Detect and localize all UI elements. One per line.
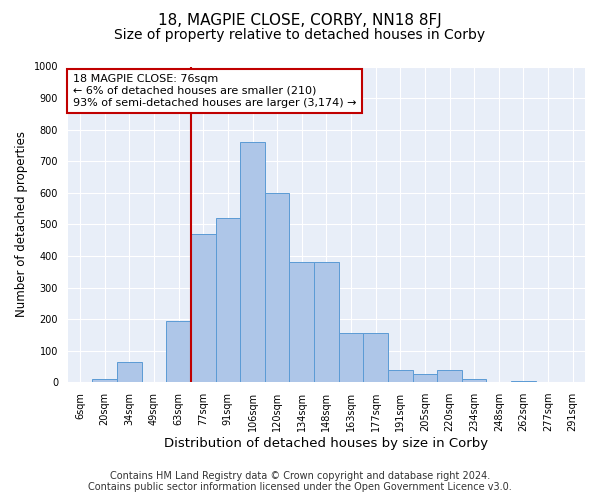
Text: Size of property relative to detached houses in Corby: Size of property relative to detached ho… <box>115 28 485 42</box>
Bar <box>166 320 191 382</box>
Bar <box>462 379 487 382</box>
X-axis label: Distribution of detached houses by size in Corby: Distribution of detached houses by size … <box>164 437 488 450</box>
Bar <box>240 142 265 382</box>
Bar <box>289 262 314 382</box>
Bar <box>215 218 240 382</box>
Text: Contains HM Land Registry data © Crown copyright and database right 2024.
Contai: Contains HM Land Registry data © Crown c… <box>88 471 512 492</box>
Bar <box>117 362 142 382</box>
Bar <box>413 374 437 382</box>
Bar <box>364 334 388 382</box>
Text: 18 MAGPIE CLOSE: 76sqm
← 6% of detached houses are smaller (210)
93% of semi-det: 18 MAGPIE CLOSE: 76sqm ← 6% of detached … <box>73 74 356 108</box>
Bar <box>191 234 215 382</box>
Text: 18, MAGPIE CLOSE, CORBY, NN18 8FJ: 18, MAGPIE CLOSE, CORBY, NN18 8FJ <box>158 12 442 28</box>
Bar <box>437 370 462 382</box>
Bar <box>314 262 339 382</box>
Y-axis label: Number of detached properties: Number of detached properties <box>15 132 28 318</box>
Bar <box>339 334 364 382</box>
Bar <box>92 379 117 382</box>
Bar <box>511 380 536 382</box>
Bar <box>265 193 289 382</box>
Bar <box>388 370 413 382</box>
